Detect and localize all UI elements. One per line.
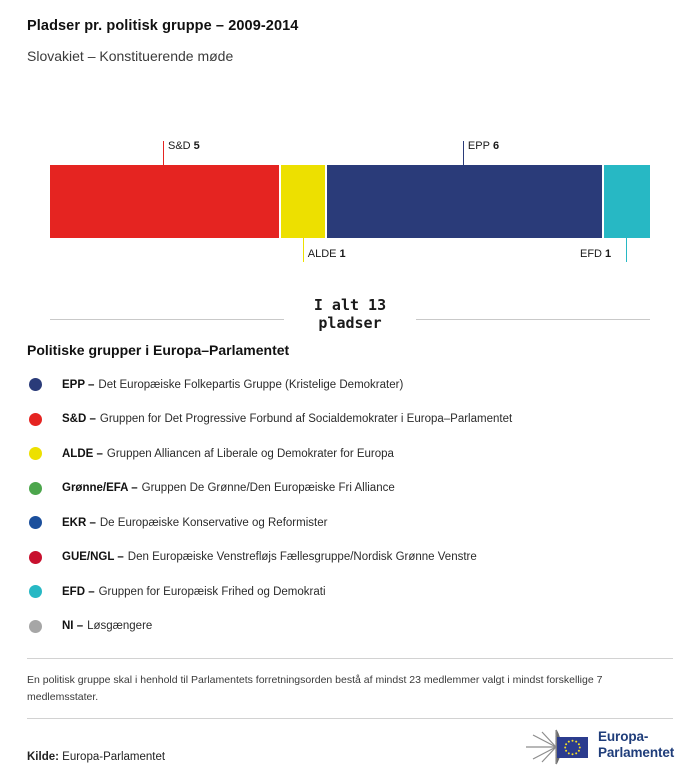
total-seats: I alt 13 pladser <box>50 296 650 341</box>
europarl-logo-icon <box>512 724 594 768</box>
callout-label-alde: ALDE 1 <box>308 249 346 260</box>
europarl-logo-line2: Parlamentet <box>598 745 675 760</box>
legend-item-abbr: EFD – <box>62 585 95 598</box>
legend-item-description: Gruppen for Det Progressive Forbund af S… <box>99 413 513 425</box>
legend-item[interactable]: ALDE – Gruppen Alliancen af Liberale og D… <box>27 440 667 467</box>
footnote-text: En politisk gruppe skal i henhold til Pa… <box>27 674 603 704</box>
legend-color-dot-icon <box>29 412 42 426</box>
callout-group-name: EPP <box>467 140 490 152</box>
callout-seat-count: 1 <box>605 248 612 260</box>
legend-item-description: Den Europæiske Venstrefløjs Fællesgruppe… <box>127 551 477 563</box>
legend-item[interactable]: EKR – De Europæiske Konservative og Refor… <box>27 509 667 536</box>
callout-seat-count: 6 <box>492 140 500 152</box>
legend-item-description: Gruppen for Europæisk Frihed og Demokrat… <box>98 585 326 598</box>
legend-item-description: Det Europæiske Folkepartis Gruppe (Krist… <box>98 378 404 391</box>
legend-item-description: Gruppen Alliancen af Liberale og Demokra… <box>106 447 394 460</box>
legend-item-description: Løsgængere <box>87 620 153 632</box>
bar-segment-s-d[interactable] <box>50 165 281 238</box>
legend-title: Politiske grupper i Europa–Parlamentet <box>27 342 290 358</box>
total-rule-left <box>50 319 284 320</box>
legend-item[interactable]: GUE/NGL – Den Europæiske Venstrefløjs Fæl… <box>27 544 667 571</box>
page-subtitle: Slovakiet – Konstituerende møde <box>27 48 234 65</box>
legend-color-dot-icon <box>29 585 42 598</box>
callout-tick-epp <box>462 141 464 165</box>
bar-segment-efd[interactable] <box>603 165 650 238</box>
legend-item-description: Gruppen De Grønne/Den Europæiske Fri All… <box>141 482 395 494</box>
legend-item-abbr: EPP – <box>62 378 95 391</box>
source-label: Kilde: <box>27 751 59 763</box>
legend-item-abbr: Grønne/EFA – <box>62 482 138 494</box>
source-line: Kilde: Europa-Parlamentet <box>27 751 165 763</box>
header: Pladser pr. politisk gruppe – 2009-2014 … <box>27 18 667 65</box>
callout-tick-s-d <box>163 141 164 165</box>
europarl-logo: Europa- Parlamentet <box>512 724 674 768</box>
callout-group-name: ALDE <box>307 248 337 260</box>
legend-color-dot-icon <box>29 378 42 391</box>
legend-item-abbr: GUE/NGL – <box>62 551 124 563</box>
legend-color-dot-icon <box>29 516 42 529</box>
legend-item[interactable]: NI – Løsgængere <box>27 613 667 640</box>
callout-seat-count: 5 <box>193 140 200 152</box>
total-seats-line2: pladser <box>318 314 382 332</box>
callout-label-efd: EFD 1 <box>580 249 611 260</box>
legend-list: EPP – Det Europæiske Folkepartis Gruppe (… <box>27 371 667 640</box>
stacked-bar <box>50 165 650 238</box>
source-value: Europa-Parlamentet <box>62 751 166 763</box>
legend-item[interactable]: S&D – Gruppen for Det Progressive Forbund… <box>27 406 667 433</box>
legend-item-abbr: EKR – <box>62 516 96 529</box>
callout-tick-alde <box>302 238 304 262</box>
callout-tick-efd <box>626 238 627 262</box>
callout-seat-count: 1 <box>339 248 346 260</box>
legend-color-dot-icon <box>29 447 42 460</box>
legend-item-abbr: NI – <box>62 620 84 632</box>
callout-label-s-d: S&D 5 <box>168 141 200 152</box>
total-seats-line1: I alt 13 <box>313 296 387 314</box>
seats-stacked-bar-chart: S&D 5 ALDE 1 EPP 6 EFD 1 <box>50 130 650 280</box>
callout-label-epp: EPP 6 <box>468 141 499 152</box>
total-rule-right <box>416 319 650 320</box>
callout-group-name: EFD <box>580 248 602 260</box>
legend-color-dot-icon <box>29 619 42 633</box>
bar-segment-epp[interactable] <box>326 165 604 238</box>
legend-item-description: De Europæiske Konservative og Reformiste… <box>99 516 328 529</box>
footnote-rule-bottom <box>27 718 673 719</box>
footnote-rule-top <box>27 658 673 659</box>
legend-item[interactable]: Grønne/EFA – Gruppen De Grønne/Den Europæ… <box>27 475 667 502</box>
legend-item-abbr: ALDE – <box>62 447 103 460</box>
europarl-logo-text: Europa- Parlamentet <box>598 729 674 761</box>
page-title: Pladser pr. politisk gruppe – 2009-2014 <box>27 18 299 34</box>
legend: Politiske grupper i Europa–Parlamentet E… <box>27 342 667 647</box>
europarl-logo-line1: Europa- <box>598 729 649 744</box>
legend-color-dot-icon <box>29 481 42 495</box>
callout-group-name: S&D <box>168 140 191 152</box>
legend-item[interactable]: EPP – Det Europæiske Folkepartis Gruppe (… <box>27 371 667 398</box>
legend-color-dot-icon <box>29 550 42 564</box>
legend-item-abbr: S&D – <box>62 413 96 425</box>
bar-segment-alde[interactable] <box>280 165 327 238</box>
legend-item[interactable]: EFD – Gruppen for Europæisk Frihed og Dem… <box>27 578 667 605</box>
total-seats-label: I alt 13 pladser <box>250 296 450 332</box>
